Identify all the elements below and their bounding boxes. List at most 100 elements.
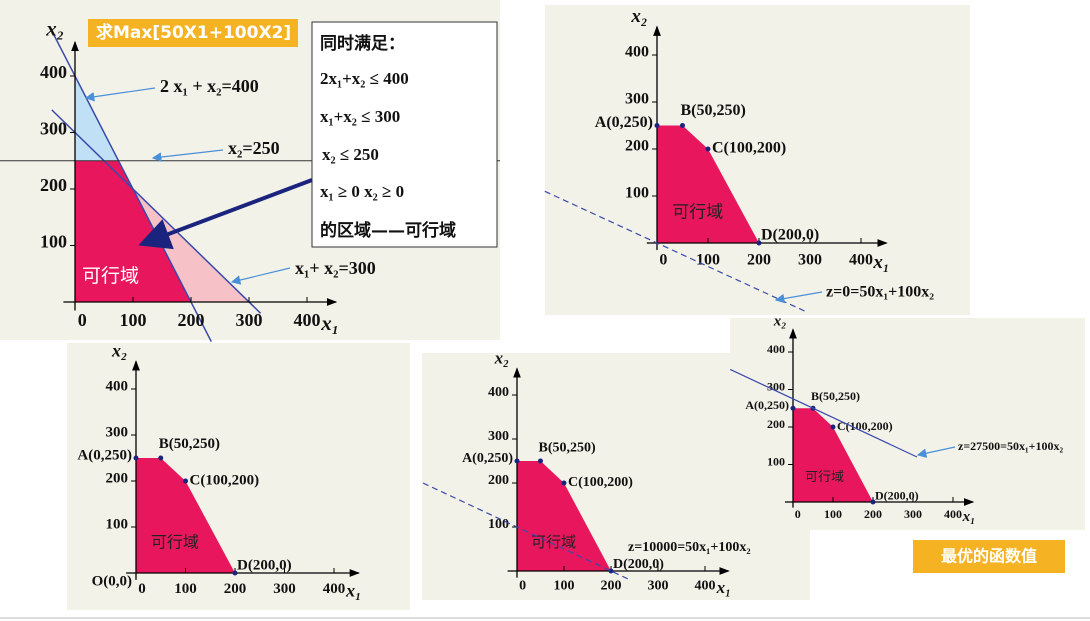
best-value-text: 最优的函数值 bbox=[941, 547, 1037, 566]
vertex-label: C(100,200) bbox=[190, 472, 260, 488]
objective-line bbox=[422, 482, 631, 581]
x-tick-label: 0 bbox=[659, 251, 667, 268]
y-tick-label: 300 bbox=[488, 429, 509, 444]
y-tick-label: 200 bbox=[106, 470, 129, 486]
line-label: x₁+ x₂=300 bbox=[295, 258, 376, 278]
x-axis-label: x₁ bbox=[872, 252, 889, 273]
region-label: 可行域 bbox=[672, 202, 723, 222]
vertex-label: A(0,250) bbox=[77, 447, 132, 463]
x-tick-label: 200 bbox=[224, 581, 247, 597]
vertex bbox=[654, 123, 660, 128]
x-tick-label: 300 bbox=[273, 581, 296, 597]
label-arrow bbox=[84, 87, 156, 102]
constraint: 2x₁+x₂ ≤ 400 bbox=[320, 69, 409, 88]
y-tick-label: 400 bbox=[767, 342, 785, 356]
y-tick-label: 300 bbox=[767, 379, 785, 393]
vertex-label: B(50,250) bbox=[539, 441, 597, 456]
y-axis-label: x₂ bbox=[45, 17, 64, 41]
vertex bbox=[514, 458, 520, 464]
y-axis-label: x₂ bbox=[494, 349, 510, 368]
constraint: x₁+x₂ ≤ 300 bbox=[320, 107, 400, 126]
vertex bbox=[232, 570, 238, 576]
x-axis-label: x₁ bbox=[716, 578, 731, 597]
objective-label: z=10000=50x₁+100x₂ bbox=[628, 540, 751, 555]
x-tick-label: 0 bbox=[519, 579, 526, 594]
x-tick-label: 300 bbox=[798, 251, 822, 268]
x-tick-label: 300 bbox=[904, 507, 922, 521]
line-label: 2 x₁ + x₂=400 bbox=[160, 76, 259, 96]
vertex-label: B(50,250) bbox=[811, 389, 860, 403]
vertex-label: B(50,250) bbox=[681, 102, 746, 119]
x-tick-label: 200 bbox=[178, 310, 205, 330]
y-tick-label: 400 bbox=[106, 378, 129, 394]
vertex-label: D(200,0) bbox=[613, 557, 664, 572]
x-tick-label: 100 bbox=[696, 251, 720, 268]
vertex-label: C(100,200) bbox=[712, 140, 786, 157]
feasible-region bbox=[75, 160, 191, 302]
constraint-footer: 的区域——可行域 bbox=[320, 220, 456, 241]
vertex-label: O(0,0) bbox=[92, 573, 132, 589]
y-tick-label: 100 bbox=[488, 517, 509, 532]
title-text: 求Max[50X1+100X2] bbox=[96, 22, 291, 43]
x-axis-label: x₁ bbox=[962, 509, 976, 525]
region-label: 可行域 bbox=[151, 533, 199, 552]
y-tick-label: 200 bbox=[625, 138, 649, 155]
y-tick-label: 100 bbox=[40, 232, 67, 252]
panel-bg bbox=[67, 343, 410, 610]
vertex-label: A(0,250) bbox=[462, 451, 513, 466]
line-label: x₂=250 bbox=[228, 138, 280, 158]
vertex bbox=[183, 478, 188, 484]
label-arrow bbox=[916, 446, 956, 458]
constraint-line bbox=[51, 30, 212, 342]
x-tick-label: 400 bbox=[944, 507, 962, 521]
x-tick-label: 0 bbox=[795, 507, 801, 521]
y-tick-label: 100 bbox=[106, 516, 129, 532]
vertex-label: D(200,0) bbox=[761, 226, 819, 243]
x-tick-label: 400 bbox=[849, 251, 873, 268]
x-tick-label: 400 bbox=[294, 310, 321, 330]
title-box bbox=[88, 19, 298, 47]
feasible-region bbox=[136, 458, 235, 573]
vertex bbox=[133, 455, 139, 461]
vertex bbox=[608, 568, 614, 574]
y-tick-label: 200 bbox=[488, 473, 509, 488]
pointer-arrow bbox=[138, 178, 313, 250]
vertex-label: C(100,200) bbox=[568, 475, 633, 490]
vertex bbox=[680, 123, 685, 128]
objective-label: z=0=50x₁+100x₂ bbox=[826, 284, 934, 301]
x-tick-label: 200 bbox=[747, 251, 771, 268]
x-tick-label: 0 bbox=[78, 310, 87, 330]
y-tick-label: 100 bbox=[625, 185, 649, 202]
panel-bg bbox=[545, 5, 970, 315]
y-tick-label: 100 bbox=[767, 454, 785, 468]
x-tick-label: 300 bbox=[236, 310, 263, 330]
y-tick-label: 300 bbox=[625, 91, 649, 108]
feasible-region bbox=[517, 461, 611, 571]
x-tick-label: 200 bbox=[601, 579, 622, 594]
vertex-label: A(0,250) bbox=[595, 114, 653, 131]
x-tick-label: 300 bbox=[648, 579, 669, 594]
constraint-box bbox=[311, 21, 498, 248]
constraint: x₂ ≤ 250 bbox=[322, 145, 379, 164]
label-arrow bbox=[230, 267, 291, 285]
y-tick-label: 300 bbox=[40, 119, 67, 139]
vertex bbox=[561, 480, 567, 486]
vertex bbox=[756, 240, 762, 246]
x-axis-label: x₁ bbox=[345, 581, 361, 601]
y-tick-label: 300 bbox=[106, 424, 129, 440]
y-axis-label: x₂ bbox=[111, 340, 127, 360]
objective-line bbox=[729, 368, 918, 458]
x-tick-label: 100 bbox=[554, 579, 575, 594]
y-tick-label: 400 bbox=[488, 385, 509, 400]
x-tick-label: 400 bbox=[695, 579, 716, 594]
x-tick-label: 100 bbox=[120, 310, 147, 330]
feasible-region bbox=[657, 125, 759, 243]
x-tick-label: 400 bbox=[323, 581, 346, 597]
y-tick-label: 400 bbox=[625, 44, 649, 61]
y-tick-label: 200 bbox=[40, 175, 67, 195]
y-axis-label: x₂ bbox=[773, 313, 787, 329]
objective-label: z=27500=50x₁+100x₂ bbox=[958, 439, 1063, 453]
region-label: 可行域 bbox=[805, 470, 844, 485]
panel-bg bbox=[730, 318, 1085, 530]
